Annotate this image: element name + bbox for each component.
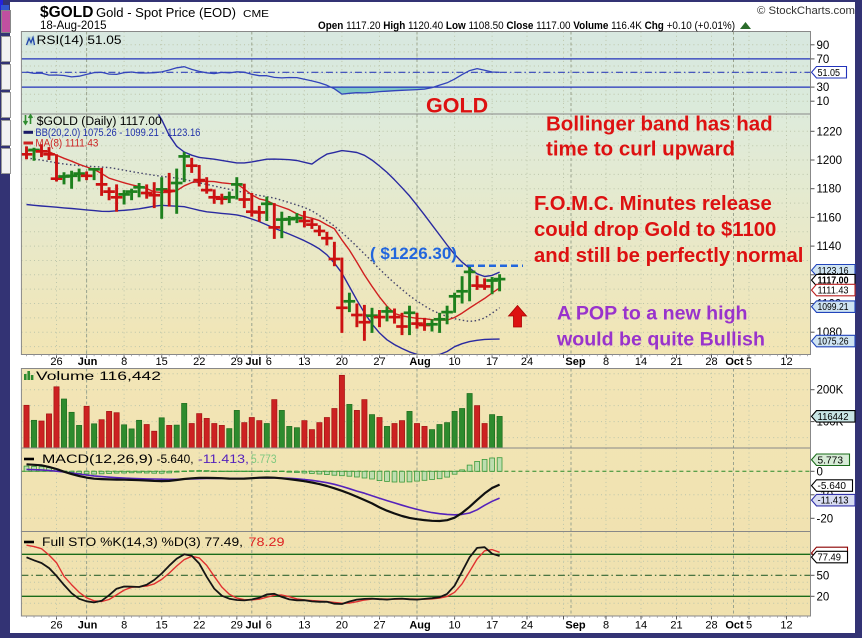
svg-text:MACD(12,26,9): MACD(12,26,9) xyxy=(42,454,153,466)
svg-text:29: 29 xyxy=(231,356,243,368)
svg-text:5.773: 5.773 xyxy=(818,455,844,466)
svg-text:1075.26: 1075.26 xyxy=(818,337,849,348)
svg-text:50: 50 xyxy=(817,570,830,582)
svg-text:1117.00: 1117.00 xyxy=(818,276,849,287)
svg-text:-11.413: -11.413 xyxy=(818,496,849,507)
svg-text:( $1226.30): ( $1226.30) xyxy=(370,244,457,263)
svg-text:78.29: 78.29 xyxy=(249,537,285,549)
svg-text:Jun: Jun xyxy=(78,620,98,632)
svg-text:77.49: 77.49 xyxy=(818,553,842,564)
svg-text:1180: 1180 xyxy=(817,184,842,196)
svg-text:15: 15 xyxy=(156,356,168,368)
svg-text:28: 28 xyxy=(705,620,717,632)
svg-text:MA(8) 1111.43: MA(8) 1111.43 xyxy=(35,138,98,150)
svg-text:5: 5 xyxy=(746,356,752,368)
svg-text:and still be perfectly normal: and still be perfectly normal xyxy=(534,245,803,267)
svg-text:17: 17 xyxy=(486,356,498,368)
svg-text:10: 10 xyxy=(448,356,460,368)
svg-text:could drop Gold to $1100: could drop Gold to $1100 xyxy=(534,219,776,241)
svg-text:27: 27 xyxy=(373,620,385,632)
svg-text:Volume 116,442: Volume 116,442 xyxy=(36,371,161,383)
svg-text:28: 28 xyxy=(705,356,717,368)
svg-text:8: 8 xyxy=(121,620,127,632)
svg-text:200K: 200K xyxy=(817,385,844,397)
svg-text:Sep: Sep xyxy=(565,620,585,632)
svg-text:5.773: 5.773 xyxy=(251,454,277,466)
svg-text:0: 0 xyxy=(817,466,823,478)
svg-text:90: 90 xyxy=(817,40,830,52)
svg-text:12: 12 xyxy=(780,356,792,368)
svg-text:14: 14 xyxy=(635,356,647,368)
svg-text:Jun: Jun xyxy=(78,356,98,368)
svg-text:Sep: Sep xyxy=(565,356,585,368)
svg-text:-20: -20 xyxy=(817,513,834,525)
svg-text:Aug: Aug xyxy=(409,356,430,368)
svg-text:12: 12 xyxy=(780,620,792,632)
svg-text:-11.413,: -11.413, xyxy=(198,454,249,466)
svg-text:51.05: 51.05 xyxy=(818,68,841,79)
svg-text:27: 27 xyxy=(373,356,385,368)
svg-text:$GOLD: $GOLD xyxy=(40,4,93,21)
svg-text:22: 22 xyxy=(193,356,205,368)
svg-text:-5.640: -5.640 xyxy=(818,481,847,492)
svg-text:-5.640,: -5.640, xyxy=(157,454,194,466)
svg-text:CME: CME xyxy=(243,8,269,20)
svg-text:26: 26 xyxy=(50,356,62,368)
svg-text:GOLD: GOLD xyxy=(426,94,488,118)
svg-text:Open 1117.20 High 1120.40 Low: Open 1117.20 High 1120.40 Low 1108.50 Cl… xyxy=(318,20,735,32)
svg-text:RSI(14) 51.05: RSI(14) 51.05 xyxy=(37,35,122,47)
svg-text:15: 15 xyxy=(156,620,168,632)
svg-text:Bollinger band has had: Bollinger band has had xyxy=(546,113,773,136)
svg-text:20: 20 xyxy=(817,591,830,603)
svg-text:1160: 1160 xyxy=(817,212,842,224)
svg-text:13: 13 xyxy=(298,356,310,368)
svg-text:© StockCharts.com: © StockCharts.com xyxy=(757,5,855,17)
svg-text:70: 70 xyxy=(817,54,830,66)
svg-text:1200: 1200 xyxy=(817,155,843,167)
svg-text:24: 24 xyxy=(521,356,533,368)
svg-text:Aug: Aug xyxy=(409,620,430,632)
svg-text:8: 8 xyxy=(121,356,127,368)
svg-text:1099.21: 1099.21 xyxy=(818,302,849,313)
svg-text:1111.43: 1111.43 xyxy=(818,286,849,297)
svg-text:8: 8 xyxy=(603,620,609,632)
svg-text:22: 22 xyxy=(193,620,205,632)
svg-text:Jul: Jul xyxy=(246,356,262,368)
svg-text:6: 6 xyxy=(266,356,272,368)
svg-text:10: 10 xyxy=(448,620,460,632)
svg-text:8: 8 xyxy=(603,356,609,368)
svg-text:5: 5 xyxy=(746,620,752,632)
svg-text:would be quite Bullish: would be quite Bullish xyxy=(556,329,765,351)
svg-text:17: 17 xyxy=(486,620,498,632)
svg-text:Full STO %K(14,3) %D(3) 77.49,: Full STO %K(14,3) %D(3) 77.49, xyxy=(42,537,243,549)
svg-text:Oct: Oct xyxy=(725,356,744,368)
svg-text:Gold - Spot Price (EOD): Gold - Spot Price (EOD) xyxy=(96,6,236,20)
svg-text:24: 24 xyxy=(521,620,533,632)
svg-text:1140: 1140 xyxy=(817,241,842,253)
svg-text:21: 21 xyxy=(670,620,682,632)
svg-text:26: 26 xyxy=(50,620,62,632)
svg-text:29: 29 xyxy=(231,620,243,632)
svg-text:F.O.M.C. Minutes release: F.O.M.C. Minutes release xyxy=(534,193,772,215)
svg-text:$GOLD (Daily) 1117.00: $GOLD (Daily) 1117.00 xyxy=(37,116,162,128)
svg-text:21: 21 xyxy=(670,356,682,368)
svg-text:Jul: Jul xyxy=(246,620,262,632)
svg-text:1220: 1220 xyxy=(817,126,843,138)
svg-text:20: 20 xyxy=(336,620,348,632)
svg-text:BB(20,2.0) 1075.26 - 1099.21 -: BB(20,2.0) 1075.26 - 1099.21 - 1123.16 xyxy=(35,127,200,139)
svg-text:116442: 116442 xyxy=(818,412,849,423)
svg-text:6: 6 xyxy=(266,620,272,632)
svg-text:time to curl upward: time to curl upward xyxy=(546,138,735,161)
svg-text:A POP to a new high: A POP to a new high xyxy=(557,303,748,325)
svg-text:Oct: Oct xyxy=(725,620,744,632)
svg-text:13: 13 xyxy=(298,620,310,632)
svg-text:20: 20 xyxy=(336,356,348,368)
svg-text:14: 14 xyxy=(635,620,647,632)
svg-text:1123.16: 1123.16 xyxy=(818,266,849,277)
svg-text:18-Aug-2015: 18-Aug-2015 xyxy=(40,20,107,32)
svg-text:30: 30 xyxy=(817,82,830,94)
svg-text:10: 10 xyxy=(817,96,830,108)
